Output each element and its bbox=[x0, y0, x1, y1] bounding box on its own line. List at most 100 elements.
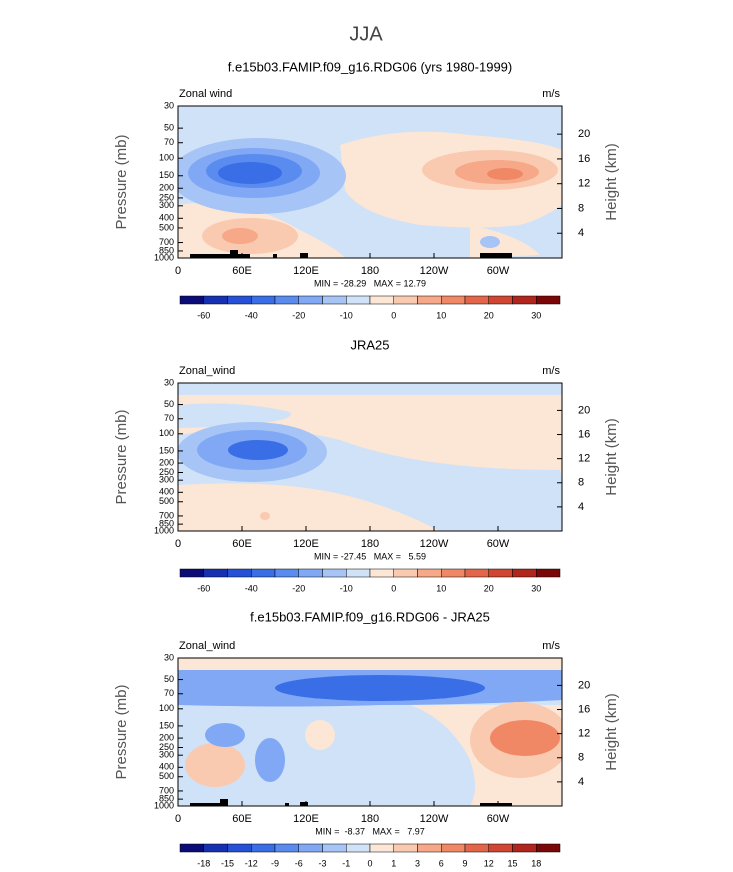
y-tick-label: 250 bbox=[159, 192, 174, 202]
x-tick-label: 60E bbox=[232, 538, 252, 550]
y-tick-label: 400 bbox=[159, 762, 174, 772]
y-tick-label: 70 bbox=[164, 413, 174, 423]
colorbar-box bbox=[488, 568, 513, 578]
colorbar-box bbox=[298, 295, 323, 305]
colorbar-label: -9 bbox=[271, 858, 279, 868]
colorbar-label: -20 bbox=[292, 310, 305, 320]
y-tick-label: 150 bbox=[159, 170, 174, 180]
x-tick-label: 120E bbox=[293, 538, 319, 550]
colorbar-box bbox=[393, 843, 418, 853]
colorbar-box bbox=[417, 295, 442, 305]
colorbar-label: -60 bbox=[197, 583, 210, 593]
x-tick-label: 120W bbox=[420, 265, 449, 277]
x-tick-label: 120W bbox=[420, 813, 449, 825]
colorbar-label: -40 bbox=[245, 583, 258, 593]
stats-label: MIN = -27.45 MAX = 5.59 bbox=[314, 551, 426, 561]
y2-tick-label: 16 bbox=[578, 428, 590, 440]
y2-axis-label: Height (km) bbox=[603, 693, 620, 771]
y-tick-label: 300 bbox=[159, 475, 174, 485]
colorbar-box bbox=[227, 568, 252, 578]
panel-title: f.e15b03.FAMIP.f09_g16.RDG06 - JRA25 bbox=[250, 609, 490, 624]
colorbar-box bbox=[227, 843, 252, 853]
colorbar-label: 1 bbox=[391, 858, 396, 868]
y-tick-label: 300 bbox=[159, 750, 174, 760]
y-tick-label: 700 bbox=[159, 785, 174, 795]
x-tick-label: 60E bbox=[232, 265, 252, 277]
colorbar-box bbox=[536, 568, 561, 578]
y2-tick-label: 12 bbox=[578, 453, 590, 465]
colorbar-box bbox=[369, 568, 394, 578]
colorbar-label: -1 bbox=[342, 858, 350, 868]
y-tick-label: 50 bbox=[164, 399, 174, 409]
x-tick-label: 0 bbox=[175, 813, 181, 825]
colorbar-box bbox=[227, 295, 252, 305]
colorbar-box bbox=[512, 843, 537, 853]
stats-label: MIN = -8.37 MAX = 7.97 bbox=[315, 826, 425, 836]
panel-title: f.e15b03.FAMIP.f09_g16.RDG06 (yrs 1980-1… bbox=[228, 59, 513, 74]
y2-tick-label: 4 bbox=[578, 227, 584, 239]
y-tick-label: 300 bbox=[159, 200, 174, 210]
colorbar-box bbox=[393, 568, 418, 578]
colorbar-label: 10 bbox=[436, 310, 446, 320]
x-tick-label: 60E bbox=[232, 813, 252, 825]
y2-tick-label: 4 bbox=[578, 501, 584, 513]
colorbar-label: -10 bbox=[340, 310, 353, 320]
x-tick-label: 60W bbox=[487, 265, 510, 277]
figure-title: JJA bbox=[349, 23, 383, 45]
colorbar-box bbox=[298, 568, 323, 578]
y2-tick-label: 8 bbox=[578, 477, 584, 489]
y2-tick-label: 8 bbox=[578, 752, 584, 764]
y-tick-label: 400 bbox=[159, 213, 174, 223]
y-tick-label: 70 bbox=[164, 137, 174, 147]
colorbar-box bbox=[322, 295, 347, 305]
y-tick-label: 250 bbox=[159, 467, 174, 477]
x-tick-label: 0 bbox=[175, 265, 181, 277]
colorbar-box bbox=[179, 295, 204, 305]
stats-label: MIN = -28.29 MAX = 12.79 bbox=[314, 278, 426, 288]
colorbar-label: 9 bbox=[462, 858, 467, 868]
colorbar-box bbox=[536, 843, 561, 853]
colorbar-box bbox=[393, 295, 418, 305]
x-tick-label: 120E bbox=[293, 265, 319, 277]
colorbar-label: 3 bbox=[415, 858, 420, 868]
colorbar-label: 30 bbox=[531, 310, 541, 320]
colorbar-box bbox=[441, 843, 466, 853]
colorbar-box bbox=[203, 295, 228, 305]
colorbar-label: -12 bbox=[245, 858, 258, 868]
colorbar-box bbox=[464, 568, 489, 578]
colorbar-box bbox=[346, 843, 371, 853]
y-tick-label: 500 bbox=[159, 771, 174, 781]
y2-tick-label: 20 bbox=[578, 128, 590, 140]
y2-tick-label: 4 bbox=[578, 776, 584, 788]
colorbar-label: 6 bbox=[439, 858, 444, 868]
x-tick-label: 180 bbox=[361, 813, 379, 825]
colorbar-label: 0 bbox=[367, 858, 372, 868]
colorbar-label: -20 bbox=[292, 583, 305, 593]
colorbar-box bbox=[464, 295, 489, 305]
y-tick-label: 30 bbox=[164, 652, 174, 662]
y-tick-label: 150 bbox=[159, 445, 174, 455]
y-tick-label: 50 bbox=[164, 674, 174, 684]
y-tick-label: 70 bbox=[164, 688, 174, 698]
y-tick-label: 700 bbox=[159, 237, 174, 247]
x-tick-label: 60W bbox=[487, 813, 510, 825]
colorbar-box bbox=[251, 568, 276, 578]
contour-field bbox=[178, 658, 562, 806]
colorbar-label: 18 bbox=[531, 858, 541, 868]
colorbar-box bbox=[203, 843, 228, 853]
colorbar-box bbox=[369, 843, 394, 853]
colorbar-box bbox=[488, 295, 513, 305]
contour-field bbox=[178, 106, 562, 258]
colorbar-box bbox=[512, 568, 537, 578]
colorbar-box bbox=[536, 295, 561, 305]
y2-tick-label: 12 bbox=[578, 178, 590, 190]
y-tick-label: 100 bbox=[159, 153, 174, 163]
colorbar-box bbox=[251, 843, 276, 853]
colorbar-box bbox=[346, 295, 371, 305]
y2-axis-label: Height (km) bbox=[603, 418, 620, 496]
y-axis-label: Pressure (mb) bbox=[113, 409, 130, 504]
colorbar-box bbox=[179, 568, 204, 578]
colorbar-box bbox=[322, 568, 347, 578]
y-tick-label: 50 bbox=[164, 123, 174, 133]
